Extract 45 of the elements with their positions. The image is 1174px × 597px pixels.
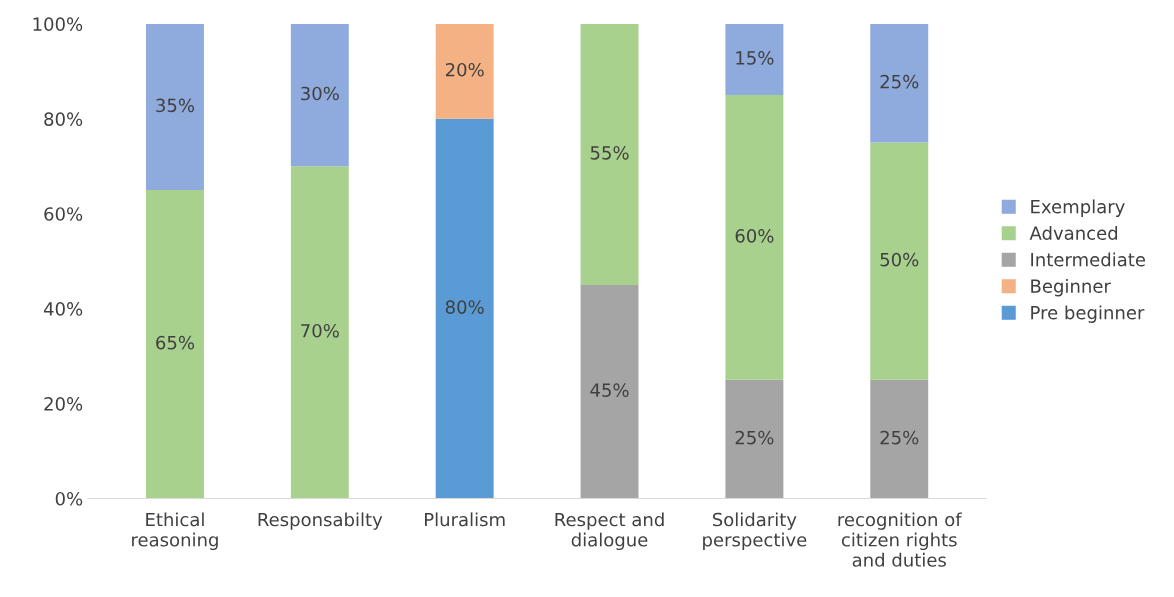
bar	[580, 23, 639, 285]
legend-label: Advanced	[1029, 225, 1118, 240]
data-label: 45%	[590, 383, 629, 397]
bar	[435, 23, 494, 119]
y-tick-label: 80%	[44, 112, 83, 126]
data-label: 25%	[880, 74, 919, 89]
data-label: 35%	[156, 98, 195, 113]
y-tick-label: 100%	[33, 17, 83, 31]
x-tick-label: Responsabilty	[258, 512, 383, 530]
bar	[580, 284, 639, 499]
data-label: 65%	[156, 335, 195, 350]
bar	[725, 23, 784, 96]
x-tick-label: recognition of citizen rights and duties	[838, 512, 962, 567]
data-label: 25%	[735, 430, 774, 445]
x-tick-label: Respect and dialogue	[555, 512, 664, 551]
data-label: 55%	[590, 145, 629, 160]
bar	[870, 142, 929, 380]
data-label: 50%	[880, 252, 919, 267]
data-label: 30%	[301, 86, 339, 101]
bar	[870, 23, 929, 143]
legend-label: Pre beginner	[1031, 305, 1145, 323]
bar	[725, 95, 784, 380]
x-tick-label: Solidarity perspective	[703, 512, 807, 551]
x-tick-label: Ethical reasoning	[132, 512, 218, 551]
bar	[435, 118, 494, 499]
legend-label: Beginner	[1031, 278, 1111, 297]
legend-label: Intermediate	[1031, 252, 1146, 267]
data-label: 80%	[445, 300, 484, 314]
data-label: 25%	[880, 430, 919, 445]
bar	[290, 166, 349, 499]
data-label: 70%	[301, 323, 339, 338]
y-tick-label: 0%	[55, 491, 83, 506]
bar	[725, 379, 784, 499]
data-label: 15%	[736, 51, 774, 65]
y-tick-label: 20%	[44, 397, 83, 411]
bar	[870, 379, 929, 499]
legend-label: Exemplary	[1031, 199, 1125, 217]
x-tick-label: Pluralism	[425, 512, 505, 527]
data-label: 20%	[445, 62, 484, 77]
y-tick-label: 60%	[44, 207, 83, 221]
bar	[145, 23, 204, 190]
y-tick-label: 40%	[43, 302, 83, 316]
bar	[145, 190, 204, 499]
bar	[290, 23, 349, 167]
data-label: 60%	[735, 229, 774, 243]
